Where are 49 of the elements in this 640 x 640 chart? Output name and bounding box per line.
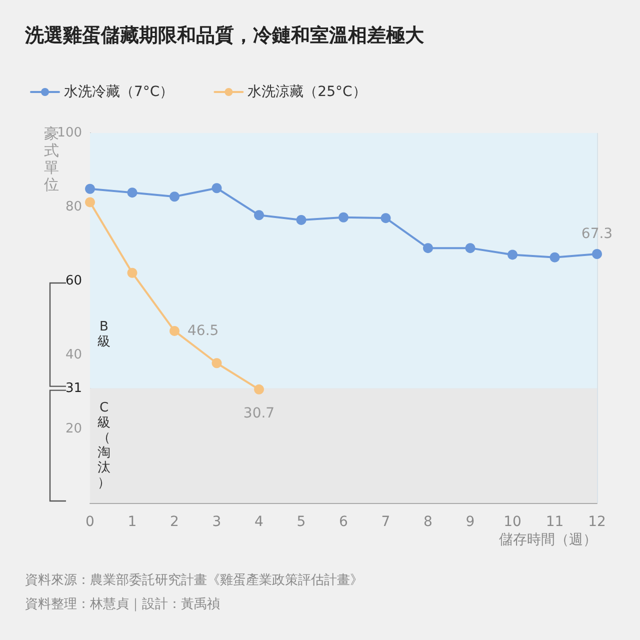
- x-tick-label: 11: [546, 514, 564, 530]
- x-tick-label: 5: [296, 514, 306, 530]
- x-tick-label: 4: [254, 514, 264, 530]
- point: [296, 214, 306, 225]
- point: [254, 384, 264, 394]
- chart-title: 洗選雞蛋儲藏期限和品質，冷鏈和室溫相差極大: [24, 24, 425, 46]
- point: [85, 184, 95, 194]
- x-tick-label: 12: [588, 514, 606, 530]
- x-tick-label: 1: [128, 514, 137, 530]
- point: [85, 197, 95, 208]
- point: [423, 243, 433, 254]
- y-axis-title: 豪式單位: [44, 124, 59, 194]
- x-tick-label: 8: [424, 514, 432, 530]
- point: [127, 268, 138, 278]
- text: 資料整理：林慧貞｜設計：黃禹禎: [25, 597, 220, 612]
- band-label: B級: [98, 320, 110, 350]
- data-label: 67.3: [581, 226, 613, 242]
- x-axis-title: 儲存時間（週）: [499, 532, 597, 548]
- y-tick-label: 40: [65, 348, 82, 362]
- point: [380, 213, 391, 224]
- x-tick-label: 7: [381, 514, 390, 530]
- point: [550, 252, 560, 262]
- point: [254, 210, 264, 220]
- point: [127, 188, 138, 198]
- x-tick-label: 6: [339, 514, 348, 530]
- x-tick-label: 0: [86, 514, 94, 530]
- y-tick-label: 80: [65, 200, 82, 214]
- data-label: 30.7: [243, 405, 275, 422]
- point: [338, 212, 348, 222]
- source-note: 資料來源：農業部委託研究計畫《雞蛋產業政策評估計畫》: [25, 573, 363, 588]
- y-tick-label: 100: [57, 126, 82, 140]
- y-tick-label: 60: [65, 274, 82, 288]
- point: [465, 243, 476, 254]
- point: [212, 358, 222, 368]
- legend-label: 水洗涼藏（25°C）: [248, 84, 366, 100]
- point: [592, 248, 602, 259]
- y-tick-label: 31: [65, 380, 82, 396]
- data-label: 46.5: [188, 322, 219, 339]
- x-tick-label: 2: [170, 514, 179, 530]
- band-label: C級（淘汰）: [98, 400, 110, 491]
- x-tick-label: 9: [466, 514, 475, 530]
- point: [508, 250, 518, 260]
- legend-label: 水洗冷藏（7°C）: [64, 84, 174, 100]
- point: [170, 192, 180, 202]
- point: [212, 183, 222, 194]
- point: [170, 326, 180, 336]
- y-tick-label: 20: [65, 422, 82, 436]
- x-tick-label: 3: [212, 514, 222, 530]
- x-tick-label: 10: [504, 514, 522, 530]
